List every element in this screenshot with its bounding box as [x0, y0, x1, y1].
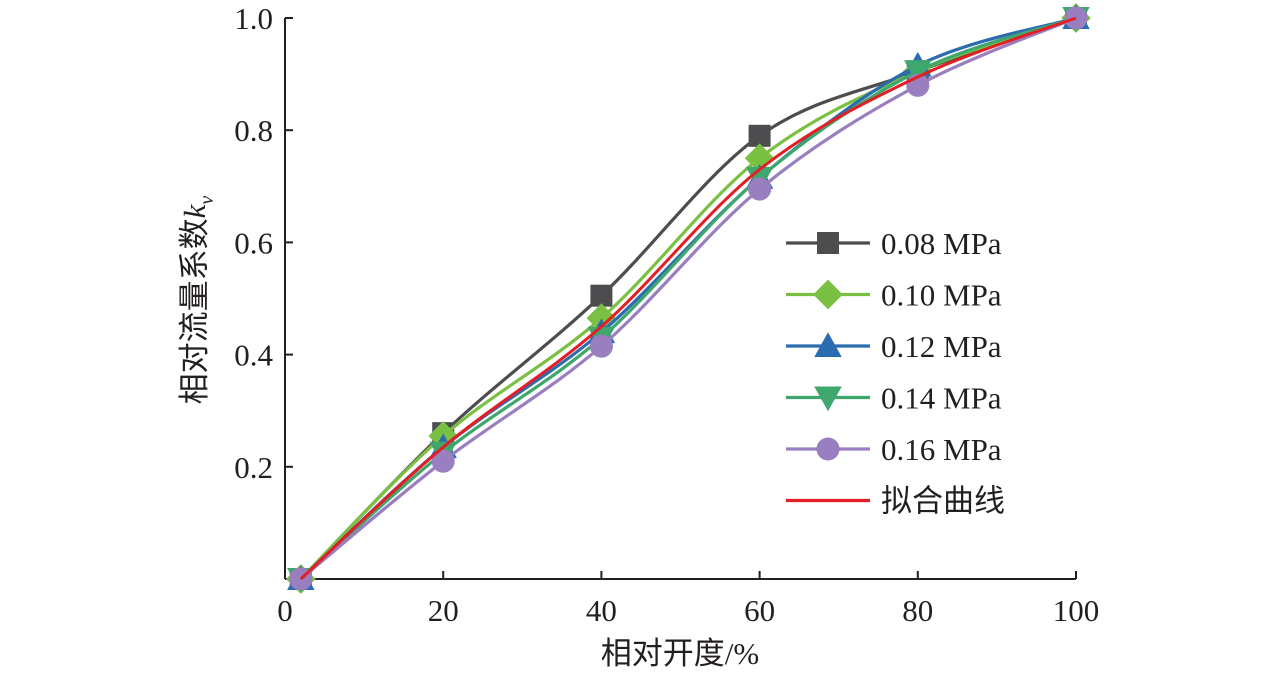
y-tick-label: 0.4 [234, 338, 273, 373]
legend-marker [814, 386, 842, 412]
axes [284, 18, 1076, 580]
y-tick-label: 0.6 [234, 225, 273, 260]
data-point [589, 334, 613, 358]
legend-marker [817, 232, 839, 254]
legend-item: 拟合曲线 [786, 484, 1005, 519]
series-group [285, 3, 1091, 594]
series-line [299, 16, 1077, 581]
data-point [748, 177, 772, 201]
legend-label: 0.14 MPa [881, 381, 1002, 416]
data-point [748, 124, 771, 147]
x-tick-label: 100 [1053, 593, 1100, 628]
legend-item: 0.16 MPa [786, 432, 1002, 467]
y-tick-label: 1.0 [234, 1, 273, 36]
x-tick-label: 40 [586, 593, 617, 628]
data-point [431, 449, 455, 473]
legend-label: 0.16 MPa [881, 432, 1002, 467]
tick-group: 0 20 40 60 80 100 0.2 0.4 0.6 0.8 1.0 [234, 1, 1099, 628]
series-line [299, 16, 1077, 581]
y-axis-title-main: 相对流量系数 [177, 218, 212, 404]
x-tick-label: 20 [428, 593, 459, 628]
legend-marker [813, 279, 843, 310]
legend-item: 0.08 MPa [786, 226, 1002, 261]
y-tick-label: 0.8 [234, 113, 273, 148]
legend-item: 0.12 MPa [786, 329, 1002, 364]
x-tick-label: 60 [744, 593, 775, 628]
legend-item: 0.14 MPa [786, 381, 1002, 416]
legend-label: 0.12 MPa [881, 329, 1002, 364]
y-axis-title-subscript: v [196, 196, 218, 205]
legend: 0.08 MPa 0.10 MPa 0.12 MPa 0.14 MPa 0.16 MPa… [786, 226, 1005, 519]
legend-item: 0.10 MPa [786, 278, 1002, 313]
x-tick-label: 0 [277, 593, 293, 628]
data-point [744, 143, 775, 174]
y-tick-label: 0.2 [234, 450, 273, 485]
x-axis-title: 相对开度/% [601, 636, 759, 671]
legend-marker [814, 332, 842, 357]
data-point [904, 60, 932, 86]
legend-marker [816, 437, 840, 461]
y-axis-title: 相对流量系数kv [177, 196, 218, 405]
legend-label: 0.08 MPa [881, 226, 1002, 261]
data-point [590, 284, 613, 307]
legend-label: 0.10 MPa [881, 278, 1002, 313]
y-axis-title-symbol: k [177, 203, 212, 218]
legend-label: 拟合曲线 [881, 484, 1005, 519]
series-6 [299, 16, 1077, 581]
x-tick-label: 80 [902, 593, 933, 628]
